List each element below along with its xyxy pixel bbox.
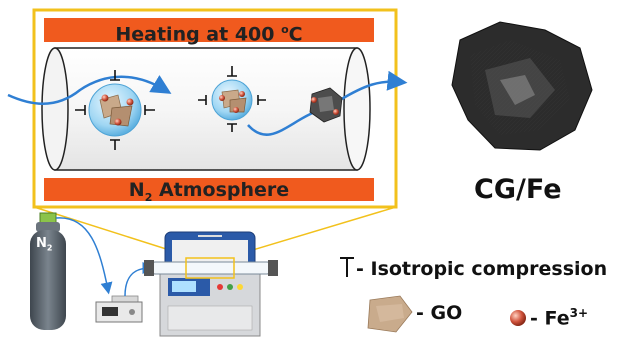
- tube-furnace: [144, 231, 278, 337]
- zoom-line-right: [235, 206, 397, 256]
- heating-label: Heating at 400 oC: [115, 23, 303, 46]
- atmosphere-label: N2 Atmosphere: [128, 179, 290, 204]
- legend-compression-label: - Isotropic compression: [356, 258, 608, 280]
- n2-gas-cylinder: [30, 212, 66, 330]
- go-sheet-icon: [367, 295, 413, 333]
- heating-banner: [44, 18, 374, 42]
- cylinder-label: N2: [36, 236, 53, 253]
- crumpled-particle: [309, 87, 343, 123]
- gas-flow-arrow-exit: [339, 70, 408, 102]
- atmosphere-banner: [44, 178, 374, 201]
- cg-fe-product-image: [451, 21, 593, 151]
- legend-fe-label: - Fe3+: [530, 306, 589, 330]
- compression-arrows-2: [198, 66, 266, 132]
- gas-flow-arrow: [7, 74, 172, 105]
- product-label: CG/Fe: [474, 174, 562, 205]
- go-fe-droplet-small: [211, 79, 253, 121]
- go-fe-droplet-large: [88, 83, 142, 137]
- compression-arrow-icon: [340, 257, 354, 277]
- gas-flow-arrow-2: [247, 108, 321, 136]
- flow-controller: [95, 295, 143, 323]
- gas-line-1: [55, 217, 113, 295]
- fe-ion-icon: [510, 310, 526, 326]
- zoom-line-left: [33, 206, 186, 256]
- legend-go-label: - GO: [416, 302, 463, 324]
- furnace-tube: [41, 47, 371, 171]
- compression-arrows-1: [75, 70, 155, 150]
